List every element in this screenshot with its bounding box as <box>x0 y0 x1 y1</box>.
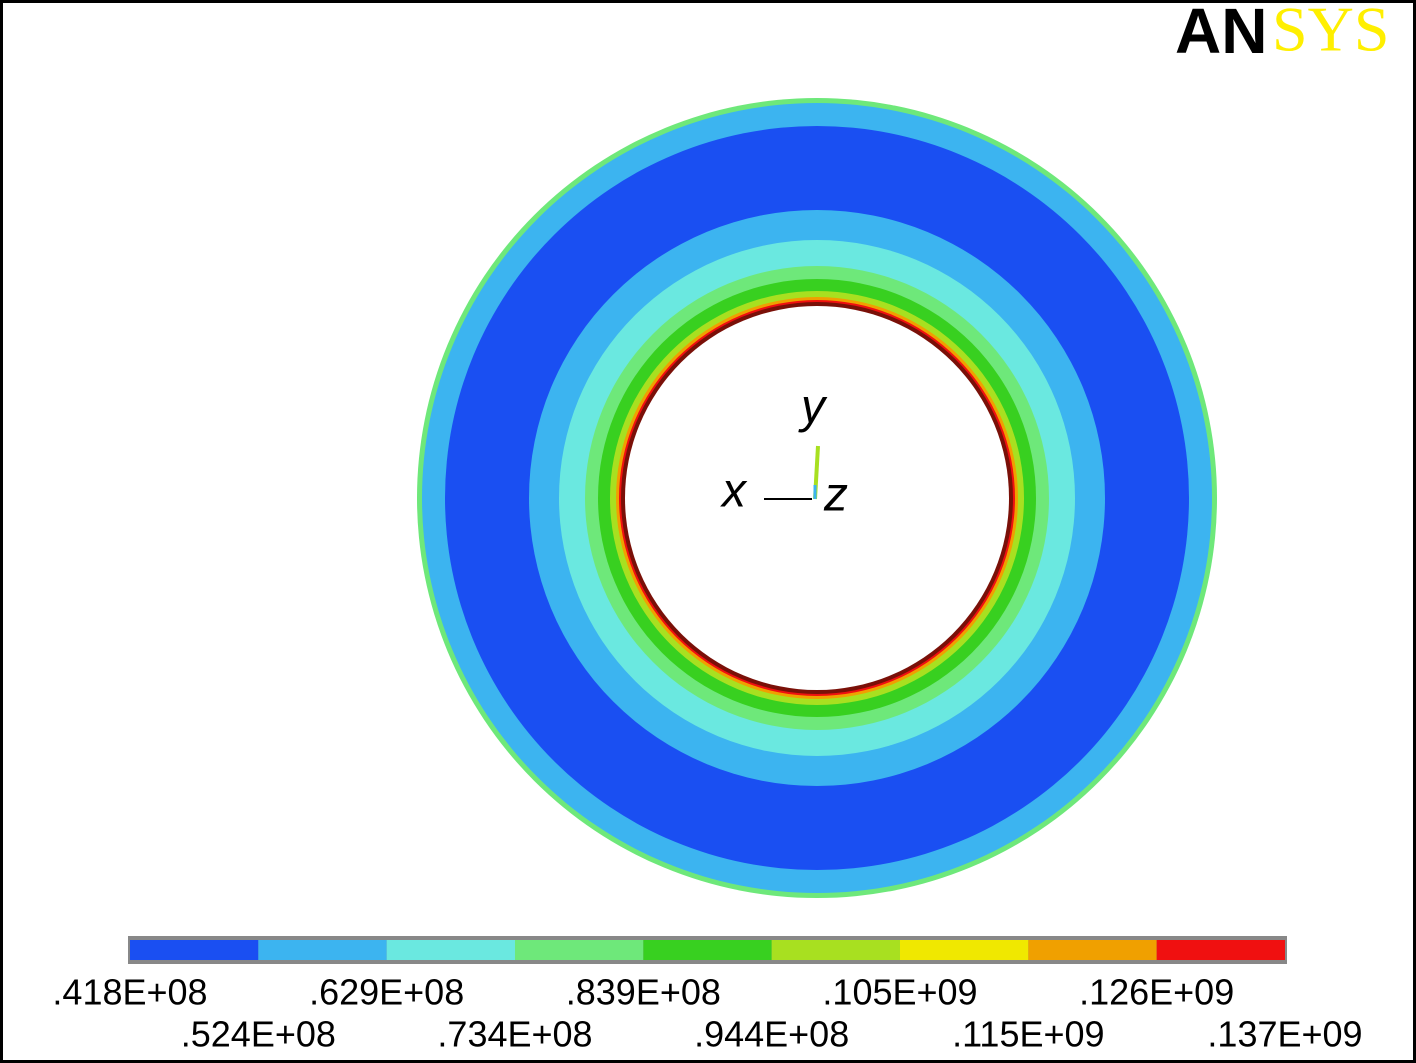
legend: .418E+08.524E+08.629E+08.734E+08.839E+08… <box>52 936 1363 1055</box>
legend-swatch <box>900 940 1029 960</box>
legend-swatch <box>258 940 387 960</box>
legend-swatch <box>386 940 515 960</box>
legend-swatch <box>1156 940 1285 960</box>
legend-label: .944E+08 <box>694 1014 849 1055</box>
legend-label: .524E+08 <box>181 1014 336 1055</box>
triad-x-label: x <box>720 465 748 518</box>
logo-an: AN <box>1175 0 1267 67</box>
legend-label: .137E+09 <box>1207 1014 1362 1055</box>
triad-z-label: z <box>823 469 848 522</box>
legend-swatch <box>130 940 259 960</box>
triad-y-label: y <box>798 381 828 434</box>
legend-label: .629E+08 <box>309 972 464 1013</box>
legend-label: .418E+08 <box>52 972 207 1013</box>
legend-label: .115E+09 <box>952 1014 1104 1055</box>
legend-swatch <box>771 940 900 960</box>
legend-label: .126E+09 <box>1079 972 1234 1013</box>
legend-label: .105E+09 <box>822 972 977 1013</box>
legend-swatch <box>1028 940 1157 960</box>
legend-label: .734E+08 <box>437 1014 592 1055</box>
legend-swatch <box>515 940 644 960</box>
legend-label: .839E+08 <box>566 972 721 1013</box>
logo-sys: SYS <box>1272 0 1389 65</box>
legend-swatch <box>643 940 772 960</box>
